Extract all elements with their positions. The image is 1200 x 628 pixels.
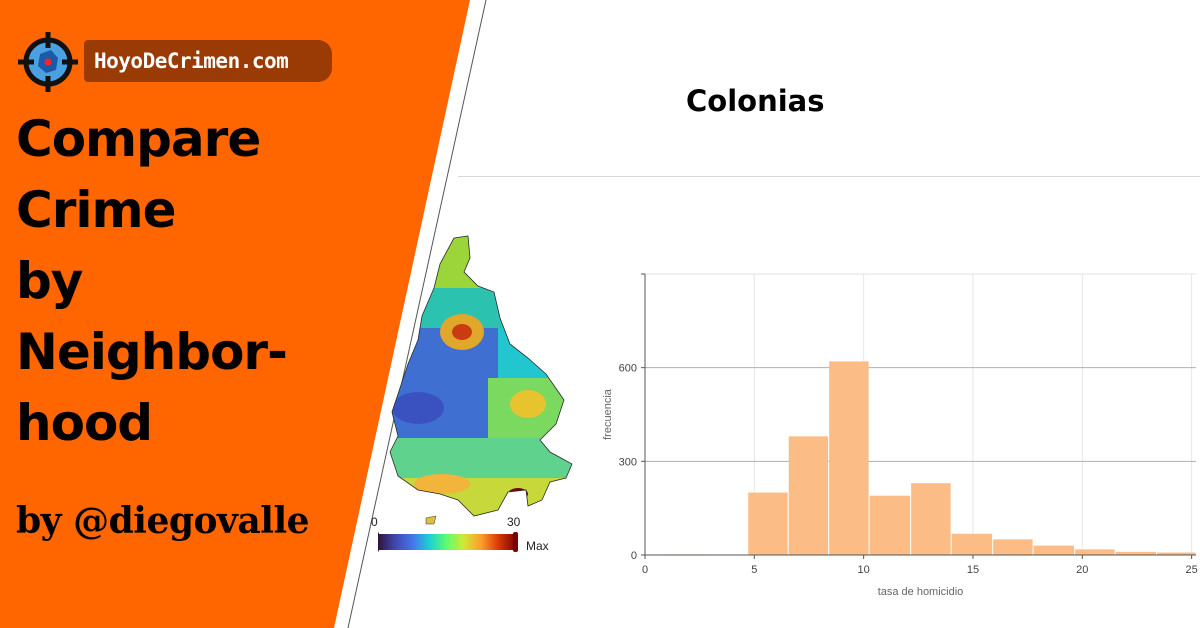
crosshair-target-icon xyxy=(18,32,78,92)
headline-line: by xyxy=(16,252,83,310)
orange-background xyxy=(0,0,470,628)
histogram-bar xyxy=(911,483,951,555)
site-name-label: HoyoDeCrimen.com xyxy=(94,49,289,73)
histogram-bar xyxy=(1033,545,1075,555)
headline-line: Neighbor- xyxy=(16,323,288,381)
axis-layer xyxy=(644,274,1196,556)
byline[interactable]: by @diegovalle xyxy=(16,500,310,542)
x-axis-label: tasa de homicidio xyxy=(878,586,964,598)
x-tick-label: 15 xyxy=(967,564,979,576)
headline-line: Crime xyxy=(16,181,177,239)
map-outline xyxy=(389,235,573,517)
histogram-bar xyxy=(1115,551,1157,555)
map-islet xyxy=(425,515,437,525)
colorbar-max-label: 30 xyxy=(507,515,521,529)
histogram-bar xyxy=(788,436,829,555)
headline: Compare Crime by Neighbor- hood xyxy=(16,104,288,459)
x-tick-label: 5 xyxy=(751,564,757,576)
histogram-bar xyxy=(1157,552,1196,555)
colorbar xyxy=(378,534,516,550)
y-tick-label: 300 xyxy=(619,456,637,468)
colorbar-extra-label: Max xyxy=(526,539,549,553)
map-regions xyxy=(390,236,572,516)
bar-layer xyxy=(665,361,1196,556)
site-name-badge[interactable]: HoyoDeCrimen.com xyxy=(84,40,332,82)
y-tick-label: 0 xyxy=(631,550,637,562)
colorbar-min-handle[interactable] xyxy=(378,532,379,552)
histogram-bar xyxy=(993,539,1033,555)
headline-line: Compare xyxy=(16,110,261,168)
histogram-bar xyxy=(869,495,911,555)
x-tick-label: 25 xyxy=(1186,564,1198,576)
histogram-bar xyxy=(951,533,993,555)
y-tick-label: 600 xyxy=(619,363,637,375)
choropleth-map[interactable] xyxy=(378,228,578,558)
headline-line: hood xyxy=(16,394,153,452)
x-tick-label: 10 xyxy=(858,564,870,576)
chart-title: Colonias xyxy=(686,84,825,118)
x-tick-label: 20 xyxy=(1076,564,1088,576)
histogram-chart[interactable]: 0 5 10 15 20 25 0 300 600 tasa de homicidio frec… xyxy=(590,262,1200,607)
histogram-bar xyxy=(1075,549,1115,555)
title-divider xyxy=(458,176,1200,177)
histogram-bar xyxy=(829,361,869,555)
diagonal-divider-line xyxy=(347,0,487,628)
colorbar-min-label: 0 xyxy=(371,515,378,529)
colorbar-max-handle[interactable] xyxy=(513,532,518,552)
x-tick-label: 0 xyxy=(642,564,648,576)
y-axis-label: frecuencia xyxy=(602,388,614,440)
tick-layer: 0 5 10 15 20 25 0 300 600 xyxy=(619,273,1198,576)
histogram-bar xyxy=(748,492,788,555)
